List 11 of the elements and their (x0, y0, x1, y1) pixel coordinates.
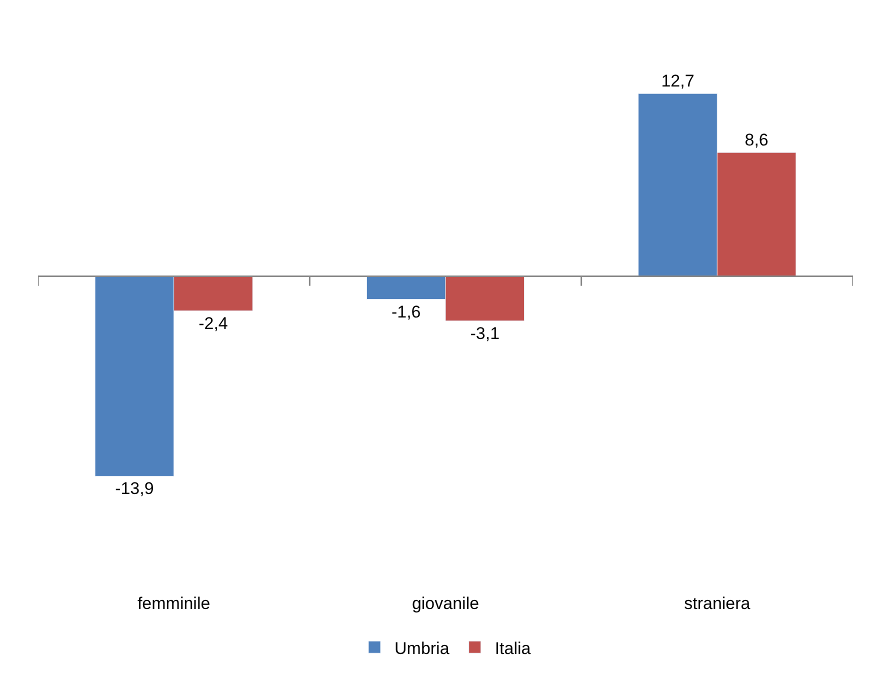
data-label: 12,7 (661, 72, 694, 91)
x-tick-label: straniera (684, 594, 751, 613)
data-label: -1,6 (391, 302, 421, 322)
legend-label: Umbria (394, 638, 450, 658)
data-label: -13,9 (115, 479, 154, 498)
data-label: -3,1 (470, 324, 500, 343)
legend-label: Italia (494, 638, 532, 658)
x-tick-label: femminile (137, 594, 210, 613)
x-tick-label: giovanile (412, 594, 480, 613)
data-label: -2,4 (198, 314, 228, 333)
data-label: 8,6 (744, 130, 768, 150)
